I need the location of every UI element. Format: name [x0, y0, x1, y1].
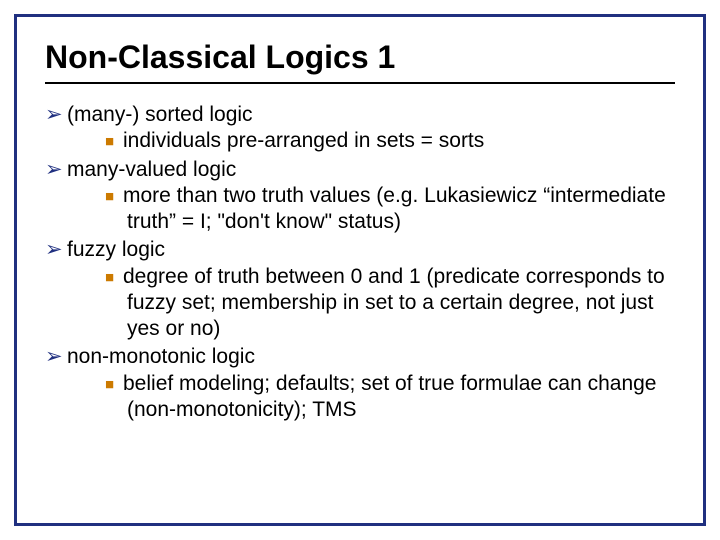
- bullet-list: ➢(many-) sorted logic ■individuals pre-a…: [45, 102, 675, 423]
- list-item: ■degree of truth between 0 and 1 (predic…: [105, 264, 675, 343]
- title-rule: [45, 82, 675, 84]
- list-item: ➢many-valued logic ■more than two truth …: [45, 157, 675, 236]
- arrow-icon: ➢: [45, 157, 67, 183]
- sub-bullet-text: belief modeling; defaults; set of true f…: [123, 372, 657, 421]
- slide-title: Non-Classical Logics 1: [45, 39, 675, 76]
- list-item: ➢non-monotonic logic ■belief modeling; d…: [45, 344, 675, 423]
- sub-list: ■more than two truth values (e.g. Lukasi…: [105, 183, 675, 236]
- list-item: ➢fuzzy logic ■degree of truth between 0 …: [45, 237, 675, 342]
- sub-bullet-text: degree of truth between 0 and 1 (predica…: [123, 265, 665, 341]
- bullet-text: many-valued logic: [67, 158, 236, 181]
- sub-list: ■belief modeling; defaults; set of true …: [105, 371, 675, 424]
- list-item: ■belief modeling; defaults; set of true …: [105, 371, 675, 424]
- arrow-icon: ➢: [45, 102, 67, 128]
- arrow-icon: ➢: [45, 237, 67, 263]
- slide-content: ➢(many-) sorted logic ■individuals pre-a…: [45, 102, 675, 423]
- list-item: ➢(many-) sorted logic ■individuals pre-a…: [45, 102, 675, 155]
- list-item: ■individuals pre-arranged in sets = sort…: [105, 128, 675, 154]
- square-icon: ■: [105, 133, 123, 152]
- bullet-text: (many-) sorted logic: [67, 103, 253, 126]
- bullet-text: fuzzy logic: [67, 238, 165, 261]
- square-icon: ■: [105, 269, 123, 288]
- square-icon: ■: [105, 188, 123, 207]
- slide-frame: Non-Classical Logics 1 ➢(many-) sorted l…: [14, 14, 706, 526]
- sub-bullet-text: individuals pre-arranged in sets = sorts: [123, 129, 484, 152]
- slide: Non-Classical Logics 1 ➢(many-) sorted l…: [0, 0, 720, 540]
- list-item: ■more than two truth values (e.g. Lukasi…: [105, 183, 675, 236]
- arrow-icon: ➢: [45, 344, 67, 370]
- sub-bullet-text: more than two truth values (e.g. Lukasie…: [123, 184, 666, 233]
- bullet-text: non-monotonic logic: [67, 345, 255, 368]
- square-icon: ■: [105, 376, 123, 395]
- sub-list: ■degree of truth between 0 and 1 (predic…: [105, 264, 675, 343]
- sub-list: ■individuals pre-arranged in sets = sort…: [105, 128, 675, 154]
